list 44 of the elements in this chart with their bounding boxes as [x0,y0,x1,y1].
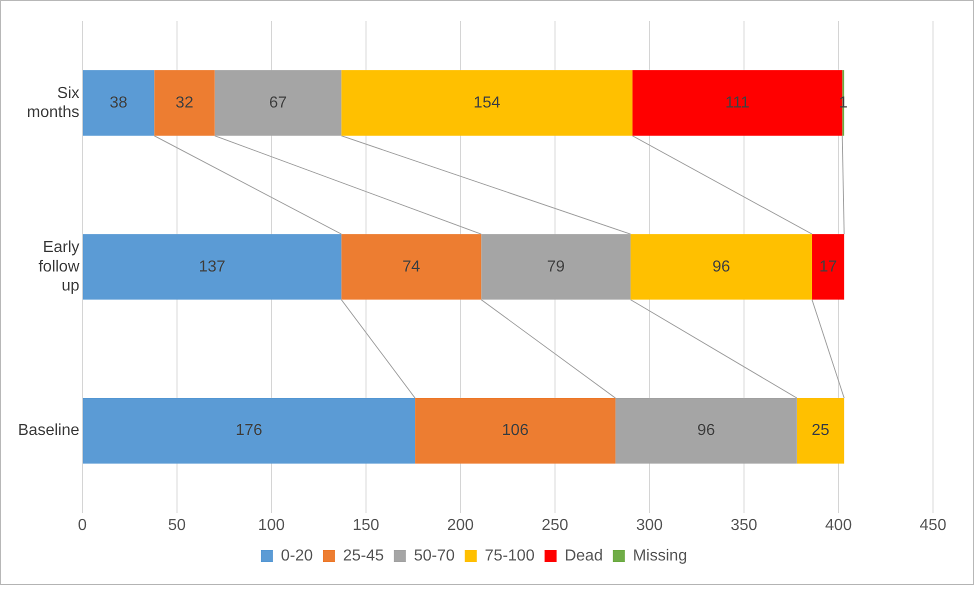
bar [630,234,812,300]
bar [82,70,154,136]
x-tick-label: 200 [447,516,474,534]
x-tick-label: 50 [168,516,186,534]
bar [82,398,416,464]
data-label: 111 [725,94,750,112]
legend-label: 25-45 [342,547,384,564]
y-tick-label: Early follow up [38,239,80,295]
data-label: 96 [712,258,730,276]
data-label: 38 [110,94,128,112]
x-tick-label: 0 [78,516,87,534]
legend-label: 0-20 [280,547,314,564]
bar [796,398,844,464]
bar [812,234,844,300]
x-tick-label: 100 [258,516,285,534]
legend-label: 50-70 [414,547,455,564]
data-label: 74 [402,258,420,276]
legend-label: Missing [632,547,688,564]
data-label: 137 [198,258,226,276]
bar [415,398,616,464]
x-tick-label: 300 [636,516,663,534]
data-label: 67 [269,94,288,112]
x-tick-label: 350 [730,516,758,534]
data-label: 176 [236,422,262,440]
x-tick-label: 400 [825,516,852,534]
data-label: 79 [546,258,565,276]
data-label: 1 [838,94,848,112]
data-label: 106 [502,422,529,440]
data-label: 17 [819,258,838,276]
data-label: 96 [697,422,716,440]
x-tick-label: 450 [920,516,946,534]
data-label: 32 [176,94,194,112]
bar [82,234,342,300]
y-tick-label: Six months [26,84,80,121]
bar [341,234,482,300]
legend-label: Dead [564,547,603,564]
legend-label: 75-100 [484,547,535,564]
y-tick-label: Baseline [18,422,80,440]
bar [341,70,632,136]
bar [154,70,215,136]
data-label: 154 [474,94,500,112]
x-tick-label: 150 [352,516,380,534]
x-tick-label: 250 [542,516,568,534]
data-label: 25 [812,422,830,440]
